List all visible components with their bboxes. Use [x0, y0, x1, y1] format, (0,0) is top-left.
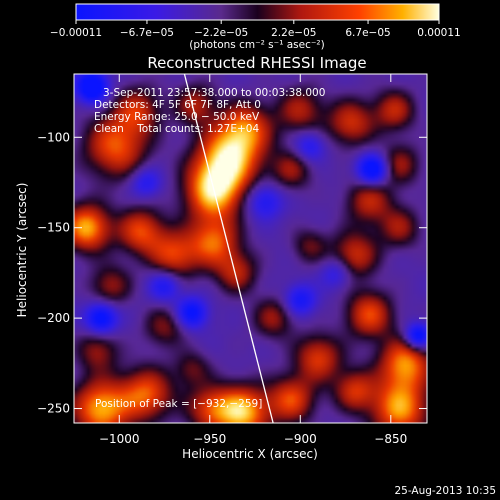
- limb-line: [183, 74, 274, 423]
- chart-title: Reconstructed RHESSI Image: [147, 54, 366, 72]
- colorbar-tick-label: 6.7e−05: [345, 27, 390, 39]
- y-tick-label: −100: [37, 130, 70, 144]
- colorbar: [75, 3, 440, 21]
- colorbar-unit-label: (photons cm⁻² s⁻¹ asec⁻²): [189, 39, 324, 51]
- y-tick-label: −250: [37, 402, 70, 416]
- image-area: [74, 74, 427, 423]
- annotation-time: 3‐Sep‐2011 23:57:38.000 to 00:03:38.000: [103, 87, 325, 99]
- colorbar-ticks: −0.00011 −6.7e−05 −2.2e−05 2.2e−05 6.7e−05 0.…: [50, 20, 461, 39]
- footer-date: 25-Aug-2013 10:35: [394, 485, 496, 497]
- colorbar-tick-label: −2.2e−05: [194, 27, 248, 39]
- annotation-detectors: Detectors: 4F 5F 6F 7F 8F, Att 0: [94, 99, 261, 111]
- annotation-method: Clean Total counts: 1.27E+04: [94, 123, 259, 135]
- axes: −1000 −950 −900 −850 −100 −150 −200 −250: [37, 74, 427, 446]
- y-tick-label: −200: [37, 311, 70, 325]
- annotation-peak: Position of Peak = [−932,−259]: [95, 398, 262, 410]
- colorbar-tick-label: −6.7e−05: [120, 27, 174, 39]
- x-tick-label: −950: [193, 432, 226, 446]
- x-tick-label: −900: [284, 432, 317, 446]
- x-axis-label: Heliocentric X (arcsec): [182, 447, 318, 461]
- colorbar-tick-label: 0.00011: [417, 27, 460, 39]
- y-axis-label: Heliocentric Y (arcsec): [15, 183, 29, 318]
- x-tick-label: −1000: [99, 432, 140, 446]
- y-tick-label: −150: [37, 221, 70, 235]
- heatmap-image: [74, 74, 427, 423]
- x-tick-label: −850: [374, 432, 407, 446]
- annotation-energy: Energy Range: 25.0 − 50.0 keV: [94, 111, 260, 123]
- plot-frame: [73, 73, 428, 424]
- colorbar-tick-label: −0.00011: [50, 27, 102, 39]
- colorbar-tick-label: 2.2e−05: [271, 27, 316, 39]
